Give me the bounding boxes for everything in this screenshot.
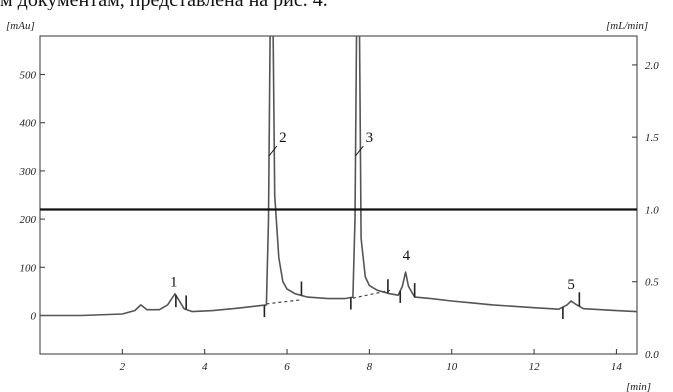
- series-group: [40, 36, 637, 317]
- x-axis-label: [min]: [626, 381, 651, 392]
- y-axis-left-label: [mAu]: [6, 20, 35, 32]
- peak-labels-group: 1 2 3 4 5: [170, 130, 575, 293]
- x-tick-label: 14: [611, 361, 623, 373]
- y-right-tick-label: 0.0: [645, 349, 659, 361]
- x-tick-label: 4: [202, 361, 208, 373]
- plot-frame-group: [39, 35, 638, 355]
- y-right-tick-label: 1.0: [645, 204, 659, 216]
- x-tick-label: 8: [367, 361, 373, 373]
- y-left-tick-label: 500: [20, 70, 37, 82]
- peak-label: 2: [279, 130, 287, 146]
- peak-label: 3: [366, 130, 374, 146]
- peak-label: 1: [170, 275, 178, 291]
- peak-label: 5: [567, 277, 575, 293]
- x-tick-label: 10: [446, 361, 458, 373]
- x-tick-label: 2: [120, 361, 126, 373]
- peak-leader-line: [268, 145, 278, 157]
- caption-fragment: м документам, представлена на рис. 4.: [0, 0, 673, 10]
- plot-frame: [39, 35, 638, 355]
- y-right-tick-label: 0.5: [645, 277, 659, 289]
- peak-label: 4: [403, 248, 411, 264]
- y-left-tick-label: 300: [19, 166, 37, 178]
- y-axis-right-label: [mL/min]: [606, 20, 648, 32]
- y-right-tick-label: 2.0: [645, 60, 659, 72]
- y-left-tick-label: 0: [31, 310, 37, 322]
- baseline-dashed-segment: [266, 299, 300, 305]
- y-left-tick-label: 100: [20, 262, 37, 274]
- baseline-dashed-segment: [352, 289, 391, 299]
- peak-leader-line: [354, 145, 364, 157]
- x-tick-label: 6: [284, 361, 290, 373]
- absorbance-trace: [40, 36, 637, 317]
- y-right-tick-label: 1.5: [645, 132, 659, 144]
- y-left-tick-label: 400: [20, 118, 37, 130]
- y-left-tick-label: 200: [20, 214, 37, 226]
- ticks-group: 2 4 6 8 10 12 1401002003004005000.00.51.01.52.…: [19, 60, 660, 373]
- x-tick-label: 12: [529, 361, 541, 373]
- integration-marks-group: [175, 279, 581, 320]
